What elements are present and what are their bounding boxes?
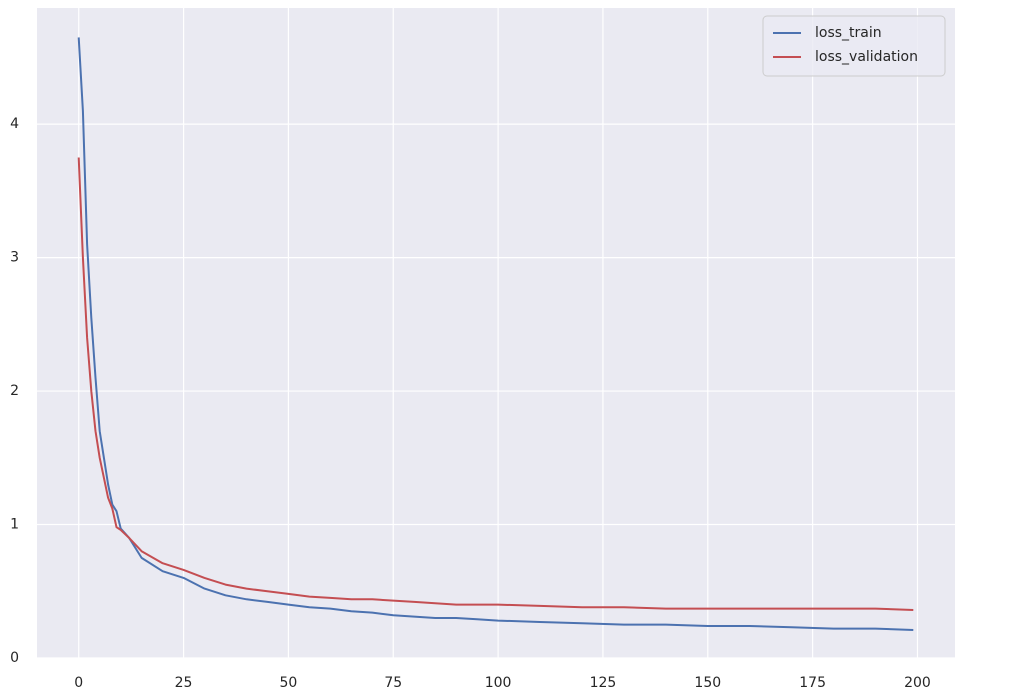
x-tick-label: 50 — [279, 675, 297, 691]
x-tick-label: 100 — [485, 675, 512, 691]
x-tick-label: 175 — [799, 675, 826, 691]
x-tick-label: 0 — [74, 675, 83, 691]
legend-box — [762, 15, 946, 77]
x-tick-label: 150 — [694, 675, 721, 691]
legend-label: loss_validation — [815, 49, 918, 65]
line-series — [77, 37, 914, 631]
y-tick-label: 3 — [10, 250, 19, 266]
y-tick-label: 4 — [10, 116, 19, 132]
x-tick-label: 125 — [590, 675, 617, 691]
line-series — [77, 157, 914, 611]
plot-area — [37, 8, 955, 658]
y-tick-label: 0 — [10, 650, 19, 666]
x-tick-label: 25 — [175, 675, 193, 691]
legend-label: loss_train — [815, 25, 882, 41]
x-tick-label: 75 — [384, 675, 402, 691]
x-tick-label: 200 — [904, 675, 931, 691]
y-tick-label: 2 — [10, 383, 19, 399]
y-tick-label: 1 — [10, 517, 19, 533]
